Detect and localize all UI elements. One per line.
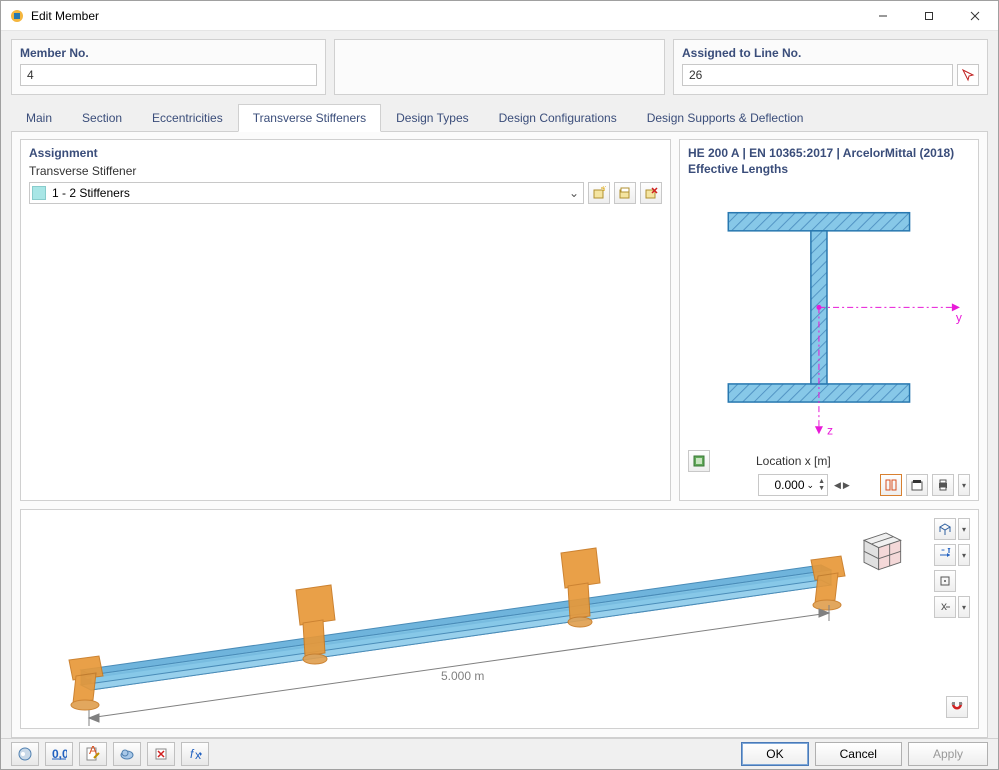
stiffener-combo[interactable]: 1 - 2 Stiffeners ⌄ [29,182,584,204]
tab-transverse-stiffeners[interactable]: Transverse Stiffeners [238,104,381,132]
apply-button[interactable]: Apply [908,742,988,766]
axis-y-label: y [956,311,963,325]
assignment-title: Assignment [21,140,670,164]
svg-text:*: * [602,186,606,194]
svg-text:-Y: -Y [941,548,952,556]
stiffener-selected: 1 - 2 Stiffeners [52,186,569,200]
tab-section[interactable]: Section [67,104,137,131]
member-render-panel: 5.000 m [20,509,979,729]
tab-eccentricities[interactable]: Eccentricities [137,104,238,131]
window-title: Edit Member [31,9,99,23]
maximize-button[interactable] [906,1,952,31]
tab-design-types[interactable]: Design Types [381,104,484,131]
extend-button[interactable]: fx [181,742,209,766]
units-button[interactable]: 0,00 [45,742,73,766]
print-button[interactable] [932,474,954,496]
help-button[interactable] [11,742,39,766]
close-button[interactable] [952,1,998,31]
assigned-line-input[interactable] [682,64,953,86]
transverse-stiffener-label: Transverse Stiffener [21,164,670,182]
location-label: Location x [m] [756,454,831,468]
pick-line-button[interactable] [957,64,979,86]
tab-design-configurations[interactable]: Design Configurations [484,104,632,131]
location-spinner[interactable]: 0.000 ⌄ ▲▼ [758,474,828,496]
location-value: 0.000 [765,478,805,492]
title-bar: Edit Member [1,1,998,31]
cancel-button[interactable]: Cancel [815,742,902,766]
view-reset-button[interactable] [934,570,956,592]
tab-bar: Main Section Eccentricities Transverse S… [11,104,988,132]
assignment-panel: Assignment Transverse Stiffener 1 - 2 St… [20,139,671,501]
chevron-down-icon: ⌄ [569,186,579,200]
app-icon [9,8,25,24]
render-tools: ▾ -Y▾ x▾ [934,518,970,618]
edit-stiffener-button[interactable] [614,182,636,204]
minimize-button[interactable] [860,1,906,31]
section-info-button[interactable] [906,474,928,496]
clear-button[interactable] [147,742,175,766]
location-nav[interactable]: ◀▶ [834,480,850,491]
view-cube[interactable] [853,522,908,577]
dialog-footer: 0,00 A fx OK Cancel Apply [1,738,998,769]
member-no-panel: Member No. [11,39,326,95]
tab-design-supports[interactable]: Design Supports & Deflection [632,104,819,131]
section-title-1: HE 200 A | EN 10365:2017 | ArcelorMittal… [688,146,970,162]
new-stiffener-button[interactable]: * [588,182,610,204]
show-stresses-button[interactable] [880,474,902,496]
view-iso-dropdown[interactable]: ▾ [958,518,970,540]
view-x-dropdown[interactable]: ▾ [958,596,970,618]
snap-button[interactable] [946,696,968,718]
delete-stiffener-button[interactable] [640,182,662,204]
print-dropdown[interactable]: ▾ [958,474,970,496]
assigned-label: Assigned to Line No. [682,46,979,60]
description-panel [334,39,665,95]
section-canvas: y z [688,181,970,446]
view-x-button[interactable]: x [934,596,956,618]
beam-render: 5.000 m [41,520,941,729]
cloud-button[interactable] [113,742,141,766]
section-library-button[interactable] [688,450,710,472]
member-no-input[interactable] [20,64,317,86]
stiffener-color-swatch [32,186,46,200]
edit-member-dialog: Edit Member Member No. Assigned to Line … [0,0,999,770]
member-no-label: Member No. [20,46,317,60]
beam-length-label: 5.000 m [441,669,484,683]
section-preview-panel: HE 200 A | EN 10365:2017 | ArcelorMittal… [679,139,979,501]
notes-button[interactable]: A [79,742,107,766]
assigned-panel: Assigned to Line No. [673,39,988,95]
ok-button[interactable]: OK [741,742,808,766]
view-y-dropdown[interactable]: ▾ [958,544,970,566]
axis-z-label: z [827,423,833,437]
tab-main[interactable]: Main [11,104,67,131]
section-title-2: Effective Lengths [688,162,970,178]
view-iso-button[interactable] [934,518,956,540]
view-y-button[interactable]: -Y [934,544,956,566]
